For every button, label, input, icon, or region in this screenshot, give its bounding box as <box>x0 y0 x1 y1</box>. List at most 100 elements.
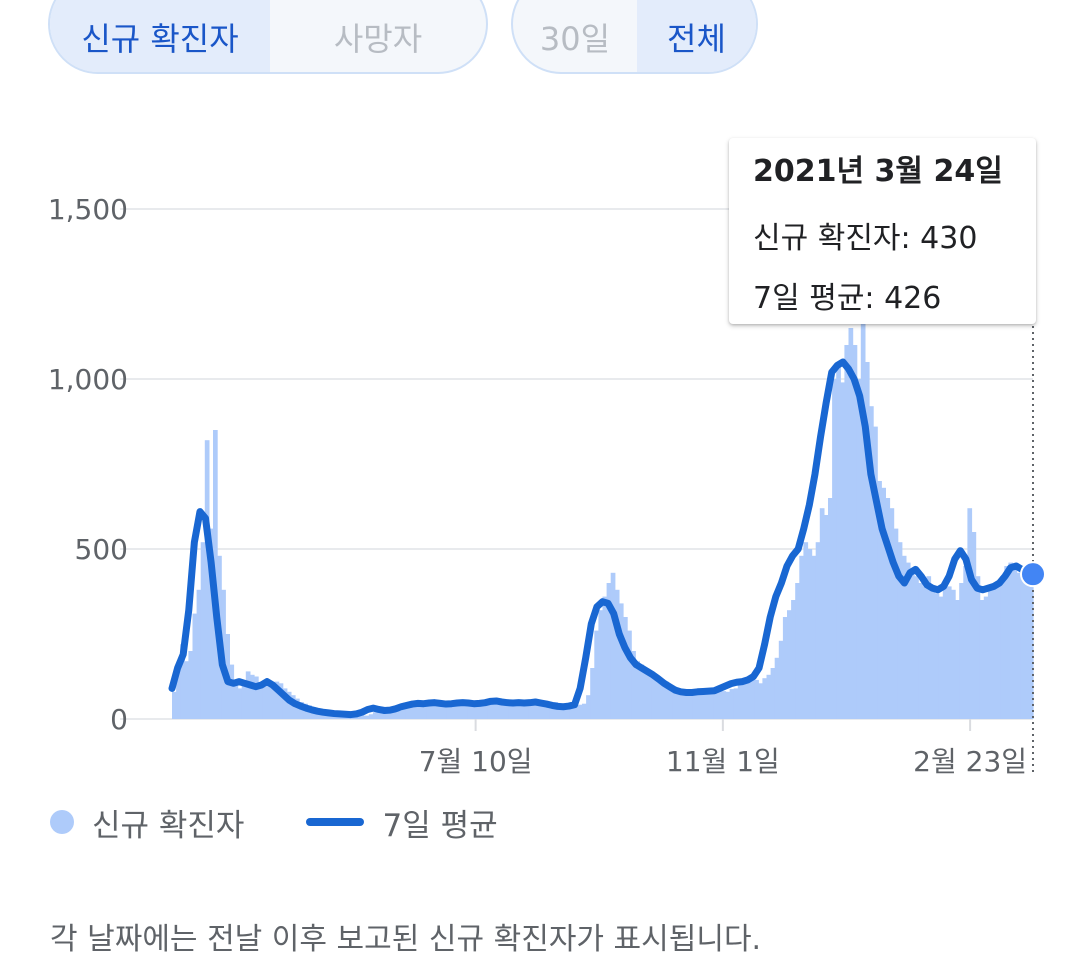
case-bar <box>200 542 206 719</box>
case-bar <box>992 586 997 719</box>
case-bar <box>651 674 657 719</box>
case-bar <box>754 679 759 719</box>
case-bar <box>959 583 964 719</box>
case-bar <box>1012 569 1018 719</box>
case-bar <box>889 508 895 719</box>
case-bar <box>184 661 189 719</box>
case-bar <box>901 555 907 719</box>
range-30-days-tab[interactable]: 30일 <box>539 20 611 58</box>
case-bar <box>762 678 768 719</box>
case-bar <box>360 715 366 719</box>
case-bar <box>520 702 526 719</box>
case-bar <box>368 714 374 719</box>
tooltip-new-cases: 신규 확진자: 430 <box>753 221 978 256</box>
case-bar <box>782 617 788 719</box>
case-bar <box>524 700 530 719</box>
case-bar <box>582 703 587 719</box>
hover-marker <box>1020 320 1046 775</box>
case-bar <box>208 528 214 719</box>
case-bar <box>426 702 431 719</box>
range-all-tab[interactable]: 전체 <box>637 0 756 72</box>
case-bar <box>594 630 599 719</box>
case-bar <box>795 583 800 719</box>
case-bar <box>709 692 714 719</box>
case-bar <box>873 426 878 719</box>
case-bar <box>655 678 661 719</box>
case-bar <box>893 528 899 719</box>
case-bar <box>659 679 665 719</box>
case-bar <box>910 569 915 719</box>
case-bar <box>237 688 243 719</box>
cases-chart[interactable]: 0 500 1,000 1,500 7월 10일 11월 1일 2월 23일 <box>0 0 1080 800</box>
case-bar <box>438 703 444 719</box>
case-bar <box>787 610 792 719</box>
case-bar <box>569 706 575 719</box>
case-bar <box>180 644 185 719</box>
case-bar <box>922 586 927 719</box>
case-bar <box>676 688 681 719</box>
case-bar <box>1028 572 1034 719</box>
case-bar <box>262 686 267 719</box>
case-bar <box>971 532 977 719</box>
case-bar <box>905 562 911 719</box>
case-bar <box>422 704 427 719</box>
case-bar <box>955 600 960 719</box>
chart-footnote: 각 날짜에는 전날 이후 보고된 신규 확진자가 표시됩니다. <box>50 922 762 957</box>
axis-labels: 0 500 1,000 1,500 7월 10일 11월 1일 2월 23일 <box>48 193 1027 778</box>
tooltip-7day-average: 7일 평균: 426 <box>753 281 942 316</box>
case-bar <box>774 657 780 719</box>
case-bar <box>614 589 620 719</box>
legend-bars-swatch <box>50 810 74 834</box>
case-bar <box>204 440 210 719</box>
case-bar <box>643 668 649 719</box>
legend-line-label: 7일 평균 <box>382 807 498 844</box>
case-bar <box>951 589 956 719</box>
x-tick-label: 7월 10일 <box>419 745 533 778</box>
case-bar <box>508 700 513 719</box>
case-bar <box>487 702 493 719</box>
case-bar <box>295 698 300 719</box>
metric-toggle: 신규 확진자 사망자 <box>48 0 488 74</box>
case-bar <box>856 379 862 719</box>
case-bar <box>249 674 255 719</box>
case-bar <box>258 685 263 719</box>
case-bar <box>233 681 239 719</box>
deaths-tab[interactable]: 사망자 <box>333 20 423 58</box>
case-bar <box>176 668 181 719</box>
new-cases-tab[interactable]: 신규 확진자 <box>50 0 270 72</box>
case-bar <box>610 572 616 719</box>
case-bar <box>512 702 517 719</box>
case-bar <box>799 555 804 719</box>
case-bar <box>553 702 558 719</box>
case-bar <box>877 481 882 719</box>
case-bar <box>618 603 624 719</box>
case-bar <box>758 683 763 719</box>
case-bar <box>1008 562 1014 719</box>
y-tick-label: 1,500 <box>48 193 128 226</box>
chart-tooltip: 2021년 3월 24일 신규 확진자: 430 7일 평균: 426 <box>729 138 1036 324</box>
case-bar <box>483 702 489 719</box>
case-bar <box>241 681 247 719</box>
case-bar <box>549 703 554 719</box>
case-bar <box>926 576 932 719</box>
case-bar <box>778 640 784 719</box>
case-bar <box>885 498 891 719</box>
case-bar <box>983 596 989 719</box>
case-bar <box>491 698 497 719</box>
case-bar <box>668 685 673 719</box>
legend-line-swatch <box>306 818 365 826</box>
case-bar <box>897 542 903 719</box>
case-bar <box>479 703 485 719</box>
case-bar <box>930 589 936 719</box>
case-bar <box>803 542 809 719</box>
case-bar <box>450 702 456 719</box>
case-bar <box>713 693 718 719</box>
case-bar <box>918 583 923 719</box>
case-bar <box>967 508 973 719</box>
case-bar <box>766 674 772 719</box>
case-bar <box>881 487 886 719</box>
case-bar <box>286 691 292 719</box>
case-bar <box>274 681 280 719</box>
case-bar <box>245 671 251 719</box>
hover-point <box>1020 561 1046 588</box>
